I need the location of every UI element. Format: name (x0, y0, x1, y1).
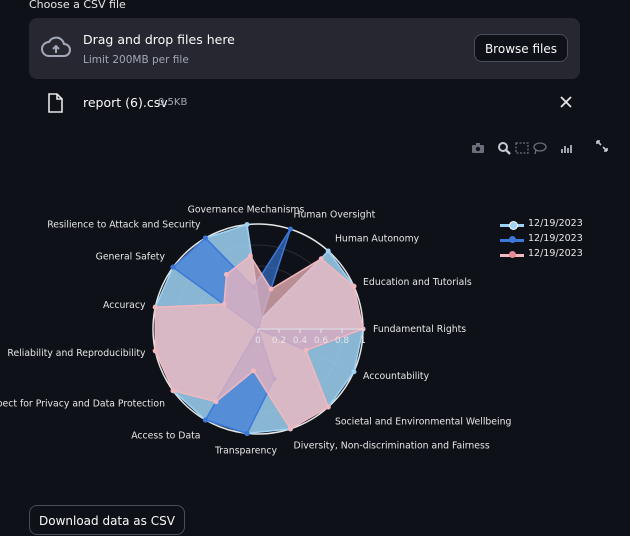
category-label: Diversity, Non-discrimination and Fairne… (294, 440, 490, 451)
close-icon[interactable] (556, 92, 576, 112)
series-point (351, 283, 357, 289)
series-point (303, 347, 309, 353)
series-point (244, 222, 250, 228)
radar-chart[interactable]: 0 0.2 0.4 0.6 0.8 1 Fundamental Rights Educatio… (0, 185, 630, 475)
uploader-label: Choose a CSV file (29, 0, 126, 11)
series-area (154, 254, 364, 430)
file-dropzone[interactable]: Drag and drop files here Limit 200MB per… (29, 18, 580, 79)
legend-label: 12/19/2023 (528, 218, 583, 229)
radial-tick-label: 0.2 (272, 336, 286, 346)
series-point (203, 417, 208, 423)
radial-tick-label: 0 (255, 336, 261, 346)
series-point (287, 226, 293, 232)
plotly-logo-icon[interactable] (558, 140, 574, 156)
dropzone-title: Drag and drop files here (83, 32, 235, 47)
category-label: Transparency (214, 445, 278, 456)
radial-tick-label: 1 (360, 336, 366, 346)
file-name: report (6).csv (83, 95, 168, 110)
series-point (244, 430, 250, 436)
legend-marker (509, 221, 518, 230)
legend-item[interactable]: 12/19/2023 (500, 248, 600, 262)
file-size: 0.5KB (158, 97, 188, 108)
category-label: Fundamental Rights (373, 324, 466, 335)
series-point (152, 304, 158, 310)
category-label: Societal and Environmental Wellbeing (335, 416, 512, 427)
series-point (251, 368, 257, 374)
camera-icon[interactable] (470, 140, 486, 156)
series-point (325, 248, 331, 254)
legend-item[interactable]: 12/19/2023 (500, 218, 600, 232)
radial-tick-label: 0.6 (314, 336, 329, 346)
category-label: Human Autonomy (335, 234, 420, 245)
uploaded-file-row: report (6).csv 0.5KB (46, 92, 576, 116)
category-label: Resilience to Attack and Security (47, 219, 201, 230)
radial-tick-label: 0.8 (335, 336, 350, 346)
category-label: Education and Tutorials (363, 277, 472, 288)
series-point (203, 235, 208, 241)
series-point (213, 399, 219, 405)
legend-marker (509, 236, 516, 243)
series-point (170, 388, 176, 394)
series-point (170, 264, 176, 270)
category-label: Accuracy (103, 300, 146, 311)
series-point (247, 253, 253, 259)
category-label: Accountability (363, 371, 430, 382)
fullscreen-icon[interactable] (588, 132, 616, 160)
series-point (224, 271, 229, 277)
category-label: Governance Mechanisms (188, 205, 305, 216)
cloud-upload-icon (41, 36, 71, 57)
series-point (268, 286, 274, 292)
series-point (287, 426, 293, 432)
legend-marker (509, 251, 516, 258)
series-point (351, 369, 357, 375)
download-csv-button[interactable]: Download data as CSV (29, 505, 185, 535)
category-label: Access to Data (131, 431, 200, 442)
series-point (221, 301, 227, 307)
category-label: Reliability and Reproducibility (7, 348, 146, 359)
file-icon (48, 93, 63, 113)
radial-tick-label: 0.4 (293, 336, 308, 346)
series-point (318, 256, 324, 262)
legend-label: 12/19/2023 (528, 248, 583, 259)
category-label: Respect for Privacy and Data Protection (0, 399, 165, 410)
lasso-icon[interactable] (532, 140, 548, 156)
legend-label: 12/19/2023 (528, 233, 583, 244)
browse-files-button[interactable]: Browse files (473, 34, 568, 62)
zoom-icon[interactable] (496, 140, 512, 156)
series-point (152, 348, 158, 354)
category-label: Human Oversight (294, 210, 376, 221)
box-select-icon[interactable] (514, 140, 530, 156)
category-label: General Safety (96, 251, 166, 262)
legend-item[interactable]: 12/19/2023 (500, 233, 600, 247)
series-point (325, 404, 331, 410)
dropzone-limit: Limit 200MB per file (83, 54, 189, 66)
